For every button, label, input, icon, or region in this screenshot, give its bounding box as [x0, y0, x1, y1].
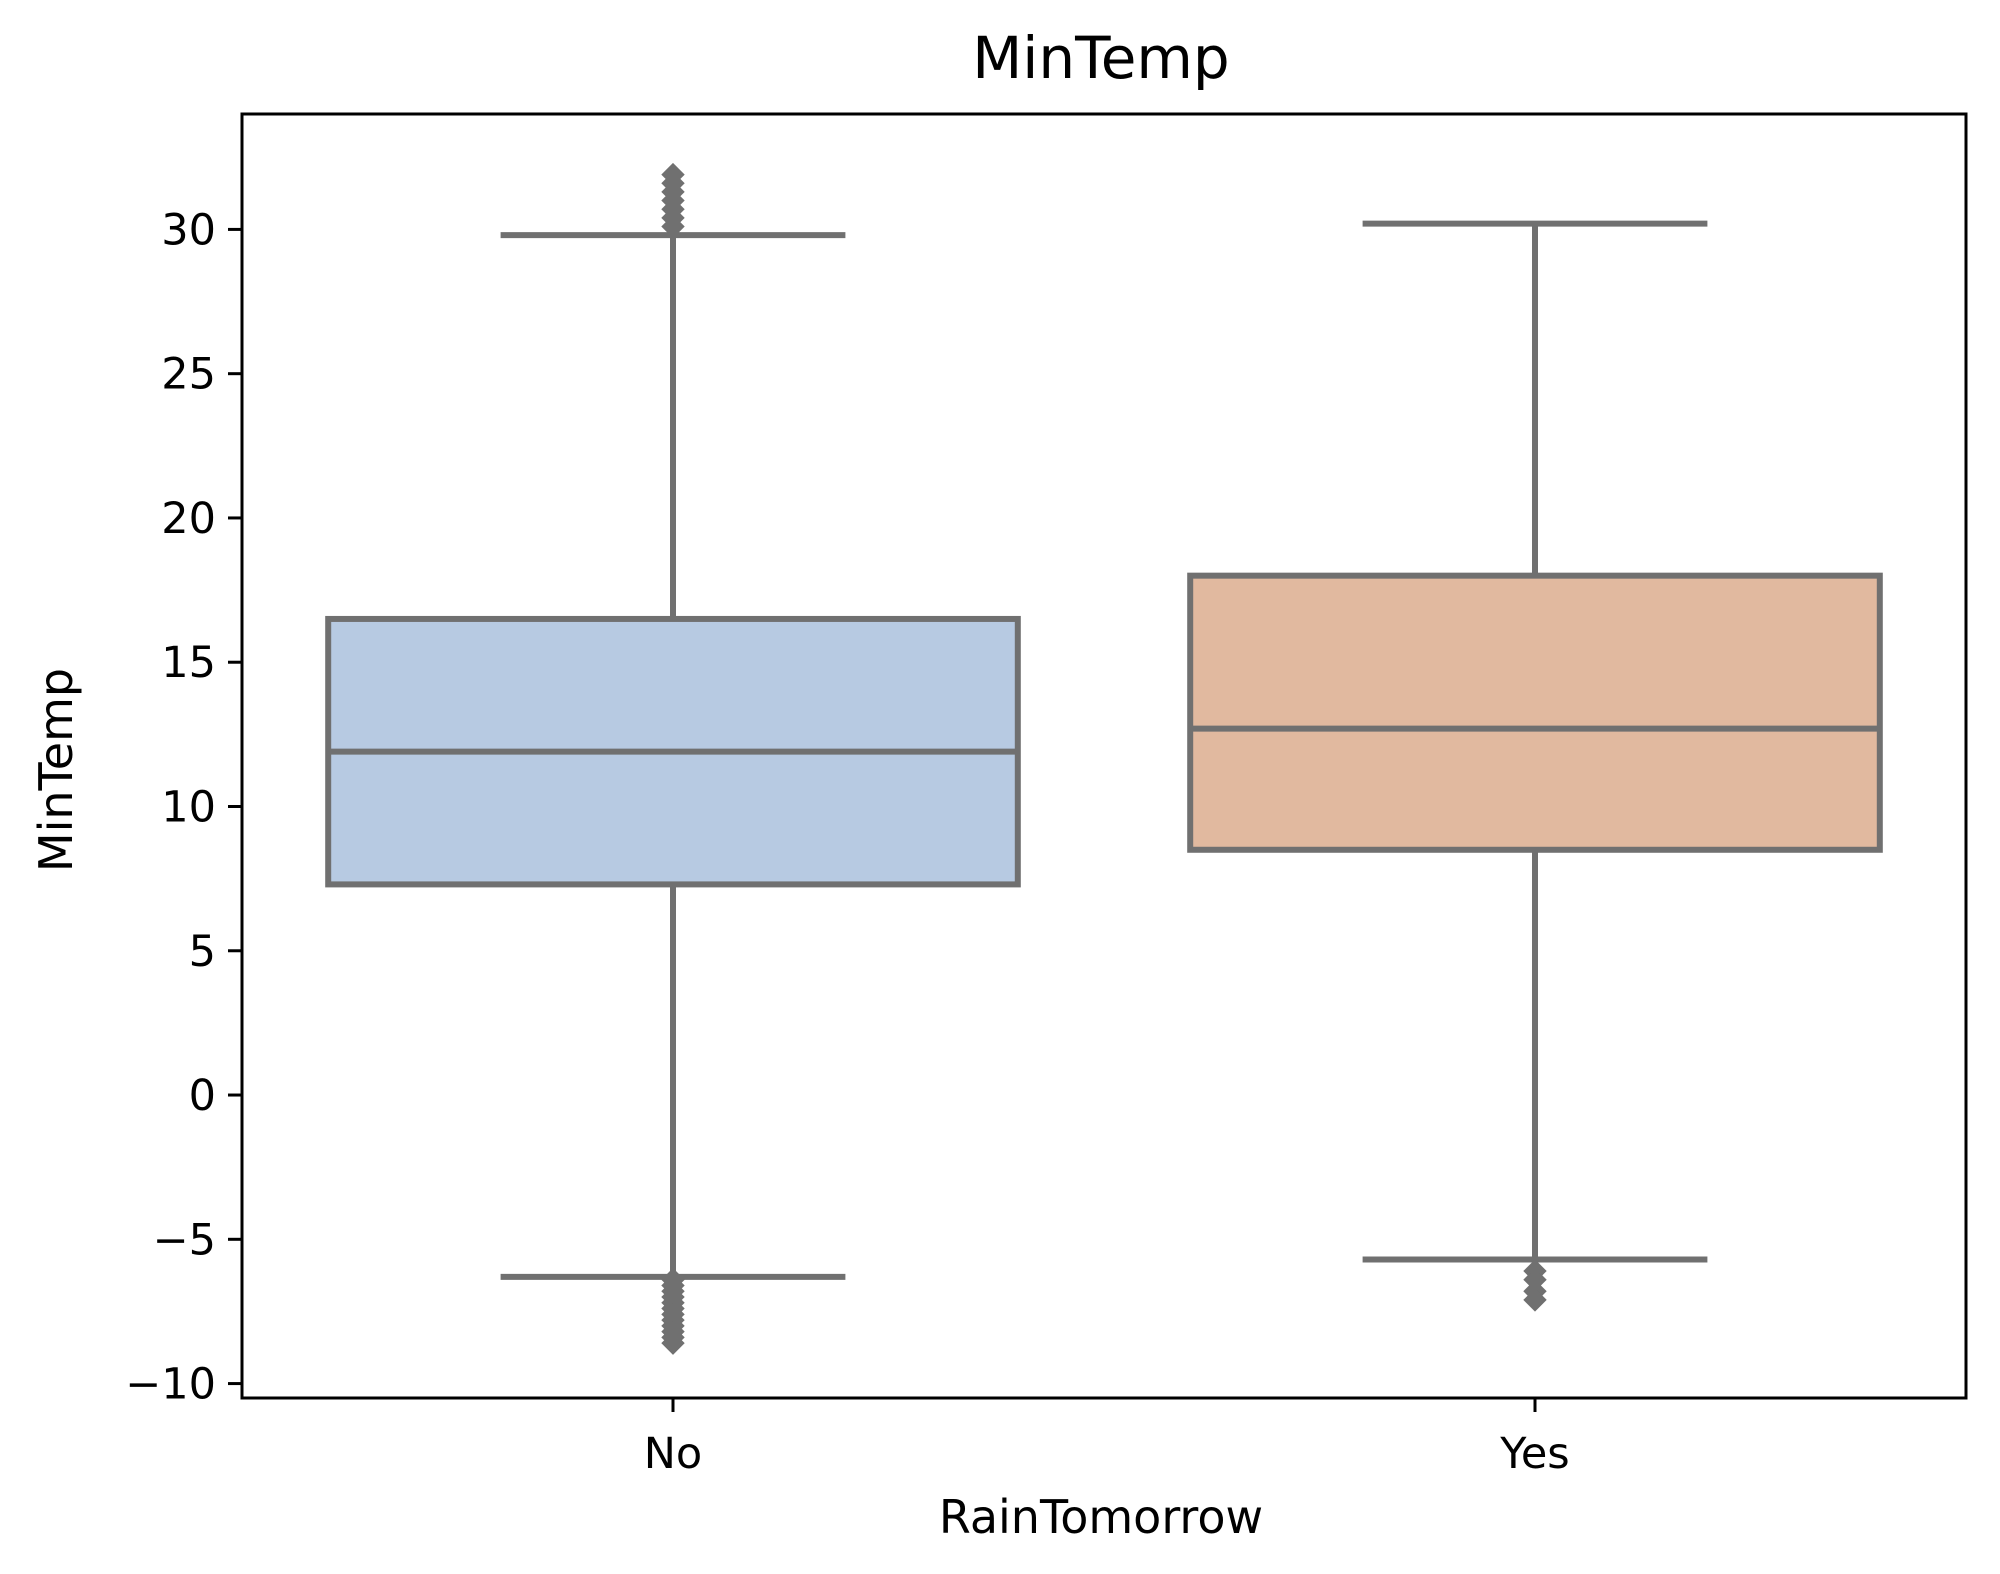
y-tick-label: 30	[161, 205, 216, 255]
box-group-no	[325, 162, 1021, 1355]
plot-area-frame	[240, 112, 1968, 1400]
y-tick-label: 10	[161, 782, 216, 832]
x-axis-label: RainTomorrow	[939, 1490, 1263, 1544]
x-tick-label-no: No	[644, 1429, 702, 1479]
y-tick-label: 0	[189, 1071, 216, 1121]
y-tick-label: 20	[161, 494, 216, 544]
y-tick-label: 25	[161, 350, 216, 400]
y-tick-label: 5	[189, 927, 216, 977]
y-tick-label: −5	[153, 1215, 216, 1265]
chart-title: MinTemp	[972, 24, 1230, 92]
box-group-yes	[1187, 220, 1883, 1312]
x-tick-label-yes: Yes	[1499, 1429, 1569, 1479]
outlier-point-no	[661, 162, 685, 187]
y-tick-label: 15	[161, 638, 216, 688]
y-tick-label: −10	[125, 1360, 216, 1410]
outlier-point-yes	[1523, 1288, 1547, 1312]
outlier-point-no	[661, 1331, 685, 1355]
boxes-layer	[325, 162, 1883, 1355]
x-axis: No Yes	[644, 1398, 1570, 1479]
iqr-box-yes	[1187, 572, 1883, 853]
y-axis-label: MinTemp	[29, 668, 83, 872]
y-axis: −10 −5 0 5 10 15 20 25 30	[125, 205, 242, 1410]
